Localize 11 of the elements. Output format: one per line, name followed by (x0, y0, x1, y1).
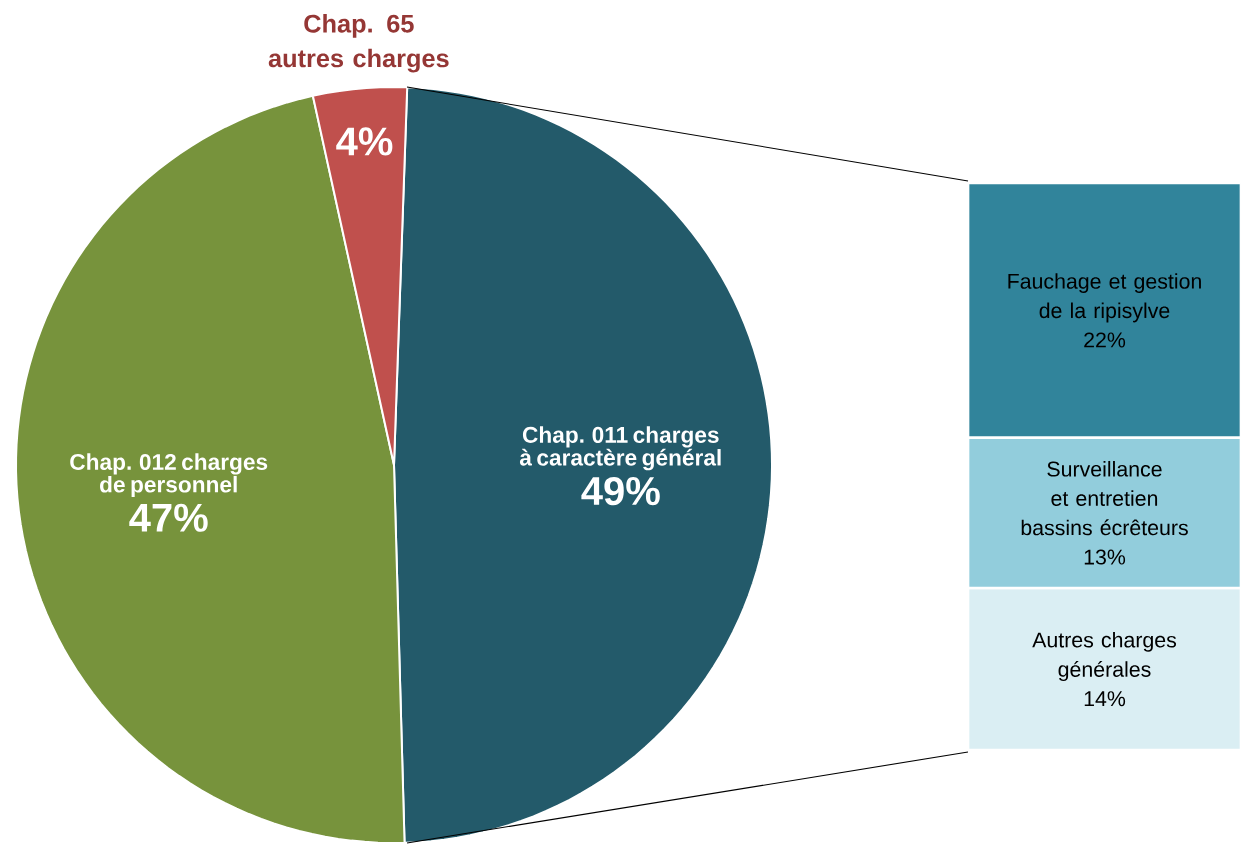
slice-label: Chap. 012 charges de personnel (70, 453, 268, 498)
series-label: Surveillance et entretien bassins écrêteurs (1021, 460, 1188, 536)
data-label: 47% (129, 503, 208, 532)
series-label: Fauchage et gestion de la ripisylve (1008, 273, 1201, 323)
data-label: 13% (1084, 549, 1126, 565)
data-label: 49% (581, 476, 660, 506)
slice-label: Chap. 65 autres charges (268, 14, 449, 73)
slice-label: Chap. 011 charges à caractère général (519, 426, 721, 471)
data-label: 14% (1084, 691, 1126, 707)
series-label: Autres charges générales (1032, 631, 1177, 682)
data-label: 22% (1084, 332, 1126, 348)
